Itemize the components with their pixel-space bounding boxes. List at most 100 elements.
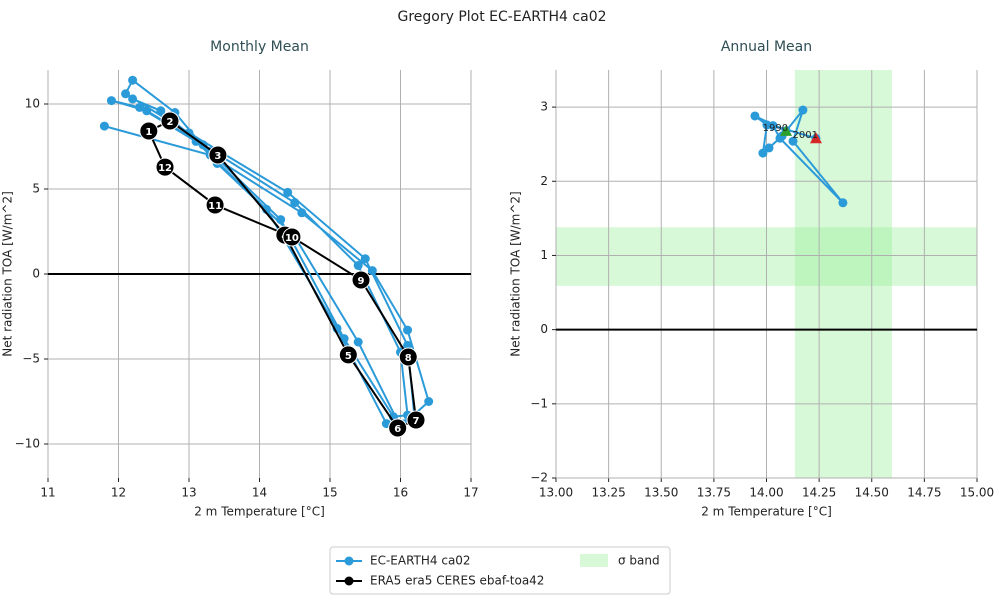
- marker: [360, 254, 370, 264]
- marker: [128, 75, 138, 85]
- marker: [798, 105, 808, 115]
- y-tick-label: −5: [22, 352, 40, 366]
- legend-marker: [344, 556, 354, 566]
- legend-label: σ band: [618, 554, 660, 568]
- marker: [775, 133, 785, 143]
- point-label: 11: [208, 201, 222, 212]
- x-tick-label: 12: [111, 486, 126, 500]
- legend-marker: [344, 576, 354, 586]
- marker: [155, 157, 175, 177]
- point-label: 5: [345, 351, 352, 362]
- x-tick-label: 13.25: [591, 486, 625, 500]
- marker: [139, 121, 159, 141]
- x-tick-label: 16: [393, 486, 408, 500]
- x-tick-label: 13.75: [697, 486, 731, 500]
- end-marker: [780, 124, 793, 136]
- marker: [353, 261, 363, 270]
- x-tick-label: 13: [181, 486, 196, 500]
- marker: [338, 345, 358, 365]
- x-tick-label: 13.00: [539, 486, 573, 500]
- point-label: 1: [145, 127, 152, 138]
- legend: EC-EARTH4 ca02 ERA5 era5 CERES ebaf-toa42…: [329, 546, 671, 595]
- sigma-band: [794, 70, 892, 478]
- legend-box: [329, 546, 671, 595]
- point-label: 10: [285, 233, 299, 244]
- marker: [191, 136, 201, 146]
- y-tick-label: 0: [32, 267, 40, 281]
- marker: [750, 111, 760, 121]
- marker: [282, 227, 302, 247]
- y-tick-label: 0: [540, 322, 548, 336]
- y-tick-label: 1: [540, 248, 548, 262]
- legend-label: ERA5 era5 CERES ebaf-toa42: [370, 574, 544, 588]
- x-tick-label: 11: [40, 486, 55, 500]
- y-tick-label: 3: [540, 100, 548, 114]
- y-axis-label: Net radiation TOA [W/m^2]: [1, 191, 15, 357]
- marker: [403, 325, 413, 335]
- subplot-title: Annual Mean: [721, 39, 812, 55]
- point-label: 7: [413, 416, 420, 427]
- legend-swatch: [580, 554, 608, 567]
- x-tick-label: 15.00: [960, 486, 994, 500]
- marker: [128, 94, 138, 104]
- marker: [135, 102, 145, 112]
- y-tick-label: 5: [32, 182, 40, 196]
- marker: [156, 106, 166, 116]
- marker: [290, 198, 300, 208]
- marker: [353, 337, 363, 347]
- marker: [367, 266, 377, 276]
- series: 123456789101112: [139, 111, 426, 438]
- x-tick-label: 14.00: [749, 486, 783, 500]
- end-marker: [809, 132, 822, 144]
- x-tick-label: 13.50: [644, 486, 678, 500]
- figure-title: Gregory Plot EC-EARTH4 ca02: [397, 9, 606, 25]
- marker: [205, 195, 225, 215]
- marker: [351, 270, 371, 290]
- point-label: 6: [394, 424, 401, 435]
- marker: [276, 215, 286, 225]
- x-tick-label: 15: [322, 486, 337, 500]
- marker: [424, 397, 434, 406]
- marker: [406, 410, 426, 430]
- y-tick-label: 10: [25, 97, 40, 111]
- y-tick-label: −10: [15, 437, 40, 451]
- legend-label: EC-EARTH4 ca02: [370, 554, 471, 568]
- series: [750, 105, 848, 208]
- point-label: 2: [166, 117, 173, 128]
- point-label: 12: [158, 163, 172, 174]
- y-tick-label: 2: [540, 174, 548, 188]
- marker: [283, 187, 293, 197]
- annotation: 2001: [793, 130, 818, 141]
- marker: [838, 198, 848, 208]
- point-label: 9: [358, 276, 365, 287]
- marker: [788, 136, 798, 146]
- subplot-title: Monthly Mean: [210, 39, 309, 55]
- marker: [106, 96, 116, 106]
- y-tick-label: −2: [530, 471, 548, 485]
- x-tick-label: 14.50: [855, 486, 889, 500]
- marker: [388, 418, 408, 438]
- marker: [297, 208, 307, 218]
- y-axis-label: Net radiation TOA [W/m^2]: [509, 191, 523, 357]
- x-tick-label: 14.25: [802, 486, 836, 500]
- marker: [142, 106, 152, 116]
- annotation: 1990: [763, 123, 788, 134]
- x-tick-label: 14: [252, 486, 267, 500]
- point-label: 3: [214, 151, 221, 162]
- marker: [758, 148, 768, 158]
- marker: [121, 89, 131, 99]
- x-axis-label: 2 m Temperature [°C]: [194, 505, 325, 519]
- y-tick-label: −1: [530, 396, 548, 410]
- marker: [208, 145, 228, 165]
- marker: [768, 121, 778, 131]
- marker: [99, 121, 109, 131]
- marker: [764, 143, 774, 153]
- x-tick-label: 14.75: [907, 486, 941, 500]
- marker: [398, 347, 418, 367]
- x-axis-label: 2 m Temperature [°C]: [701, 505, 832, 519]
- x-tick-label: 17: [463, 486, 478, 500]
- point-label: 8: [405, 353, 412, 364]
- marker: [160, 111, 180, 131]
